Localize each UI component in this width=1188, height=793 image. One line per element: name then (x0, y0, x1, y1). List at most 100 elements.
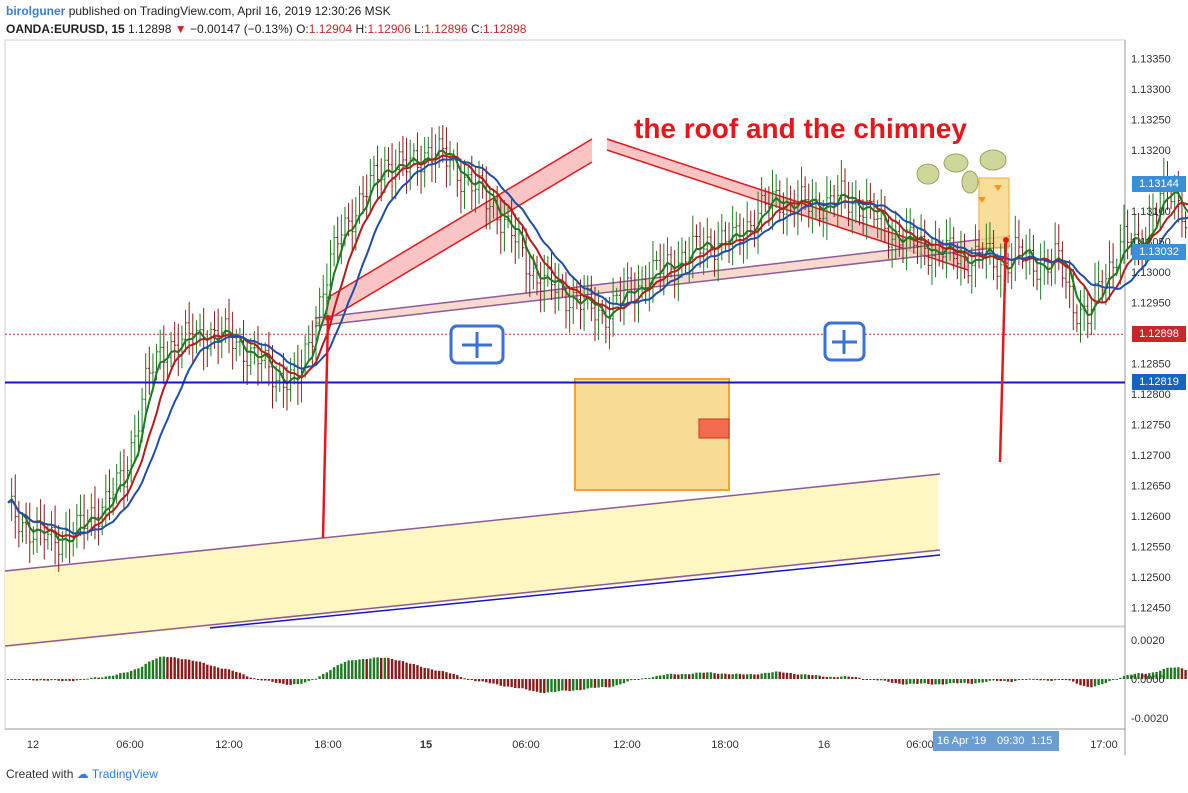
oscillator-bar (814, 674, 818, 679)
oscillator-bar (539, 679, 542, 693)
oscillator-bar (543, 679, 546, 694)
time-tick-label: 18:00 (711, 739, 739, 751)
oscillator-bar (1039, 679, 1042, 681)
price-tick-label: 1.12800 (1131, 389, 1171, 401)
oscillator-bar (564, 679, 568, 691)
oscillator-bar (43, 679, 46, 681)
oscillator-bar (753, 674, 756, 679)
oscillator-bar (713, 673, 716, 679)
roof-left-upper (326, 138, 593, 299)
oscillator-bar (803, 674, 807, 679)
oscillator-bar (626, 679, 629, 682)
oscillator-bar (869, 679, 872, 680)
oscillator-bar (177, 658, 180, 679)
oscillator-bar (456, 675, 459, 679)
oscillator-bar (847, 676, 850, 679)
oscillator-bar (706, 672, 709, 679)
channel-upper-line (4, 473, 941, 572)
price-label: 1.13032 (1132, 244, 1186, 261)
oscillator-bar (1032, 678, 1035, 680)
oscillator-bar (597, 679, 600, 688)
price-tick-label: 1.12550 (1131, 542, 1171, 554)
neckline-upper (314, 235, 1011, 319)
oscillator-bar (35, 679, 39, 681)
oscillator-bar (546, 679, 550, 693)
oscillator-bar (572, 679, 575, 691)
oscillator-bar (198, 661, 202, 679)
oscillator-bar (662, 675, 666, 679)
oscillator-bar (738, 673, 742, 679)
oscillator-bar (532, 679, 535, 692)
oscillator-bar (934, 679, 937, 685)
oscillator-bar (756, 674, 760, 679)
open-label: O: (296, 22, 309, 36)
oscillator-bar (6, 679, 10, 680)
oscillator-bar (829, 676, 832, 679)
oscillator-bar (1003, 679, 1006, 681)
roof-left-lower (326, 161, 593, 321)
oscillator-bar (129, 670, 133, 679)
oscillator-bar (724, 673, 727, 679)
oscillator-bar (311, 679, 314, 681)
oscillator-bar (1162, 668, 1166, 679)
oscillator-bar (68, 679, 71, 681)
oscillator-bar (966, 679, 970, 684)
oscillator-bar (1130, 674, 1133, 679)
oscillator-bar (764, 672, 767, 679)
oscillator-bar (720, 673, 723, 679)
author-link[interactable]: birolguner (6, 4, 66, 18)
annotation-title: the roof and the chimney (634, 113, 967, 144)
oscillator-bar (1169, 667, 1173, 679)
oscillator-bar (343, 661, 347, 679)
oscillator-bar (557, 679, 560, 692)
oscillator-bar (1043, 679, 1046, 681)
oscillator-bar (785, 672, 789, 679)
oscillator-bar (97, 677, 100, 679)
oscillator-bar (963, 679, 966, 683)
oscillator-bar (17, 679, 21, 680)
oscillator-bar (111, 675, 115, 679)
footer: Created with ☁ TradingView (6, 767, 158, 781)
oscillator-bar (1144, 673, 1147, 679)
oscillator-bar (50, 679, 53, 681)
candles-group (10, 125, 1188, 572)
oscillator-bar (655, 675, 658, 679)
oscillator-bar (1057, 679, 1060, 680)
low-label: L: (414, 22, 425, 36)
last-price: 1.12898 (128, 22, 172, 36)
oscillator-bar (245, 676, 249, 679)
oscillator-bar (448, 673, 452, 679)
footer-brand[interactable]: TradingView (91, 767, 158, 781)
oscillator-bar (622, 679, 626, 684)
oscillator-bar (256, 679, 260, 680)
oscillator-bar (437, 670, 441, 679)
oscillator-bar (372, 657, 376, 679)
oscillator-bar (640, 678, 644, 680)
oscillator-bar (1133, 673, 1137, 679)
oscillator-bar (231, 670, 234, 679)
oscillator-bar (727, 674, 731, 679)
ohlc-line: OANDA:EURUSD, 15 1.12898 ▼ −0.00147 (−0.… (6, 22, 526, 36)
oscillator-bar (1075, 679, 1079, 684)
oscillator-bar (383, 657, 387, 679)
oscillator-bar (909, 679, 912, 684)
oscillator-bar (927, 679, 930, 685)
oscillator-bar (1180, 668, 1184, 679)
oscillator-bar (789, 672, 792, 679)
oscillator-bar (46, 679, 50, 681)
oscillator-bar (133, 669, 137, 679)
price-tick-label: 1.12650 (1131, 481, 1171, 493)
oscillator-bar (593, 679, 597, 688)
oscillator-bar (843, 675, 847, 679)
oscillator-bar (510, 679, 513, 688)
oscillator-bar (1006, 679, 1010, 682)
oscillator-bar (28, 679, 31, 680)
oscillator-bar (267, 679, 271, 681)
oscillator-bar (452, 673, 455, 679)
oscillator-bar (180, 659, 184, 679)
oscillator-bar (1104, 679, 1108, 684)
oscillator-bar (365, 659, 368, 679)
oscillator-bar (1024, 679, 1028, 680)
oscillator-bar (264, 679, 267, 681)
oscillator-bar (970, 679, 974, 684)
